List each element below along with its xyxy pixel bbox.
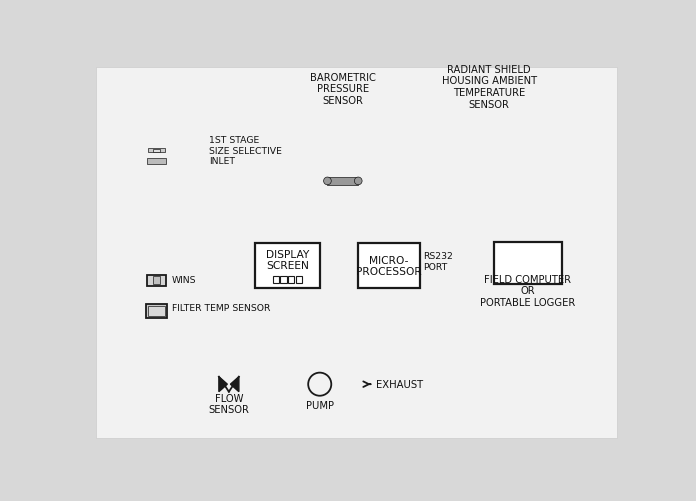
Text: PUMP: PUMP <box>306 400 334 410</box>
Bar <box>148 306 165 317</box>
Text: 1ST STAGE
SIZE SELECTIVE
INLET: 1ST STAGE SIZE SELECTIVE INLET <box>209 136 282 166</box>
Bar <box>148 158 166 165</box>
Text: MICRO-
PROCESSOR: MICRO- PROCESSOR <box>356 256 422 277</box>
Polygon shape <box>219 377 228 392</box>
Text: RADIANT SHIELD
HOUSING AMBIENT
TEMPERATURE
SENSOR: RADIANT SHIELD HOUSING AMBIENT TEMPERATU… <box>441 65 537 109</box>
Bar <box>327 178 358 185</box>
Text: DISPLAY
SCREEN: DISPLAY SCREEN <box>266 249 309 271</box>
Bar <box>296 277 302 283</box>
Text: RS232
PORT: RS232 PORT <box>423 252 453 271</box>
Bar <box>358 244 420 289</box>
Bar <box>148 148 165 153</box>
Bar <box>255 244 320 289</box>
Bar <box>273 277 279 283</box>
Text: WINS: WINS <box>172 276 196 285</box>
Text: FIELD COMPUTER
OR
PORTABLE LOGGER: FIELD COMPUTER OR PORTABLE LOGGER <box>480 274 576 307</box>
Ellipse shape <box>324 178 331 185</box>
Text: BAROMETRIC
PRESSURE
SENSOR: BAROMETRIC PRESSURE SENSOR <box>310 73 376 106</box>
Text: EXHAUST: EXHAUST <box>376 379 423 389</box>
Bar <box>493 242 562 285</box>
Bar <box>280 277 287 283</box>
Polygon shape <box>230 377 239 392</box>
Bar <box>153 149 159 152</box>
Text: FLOW
SENSOR: FLOW SENSOR <box>208 393 249 414</box>
Bar <box>153 277 159 285</box>
Text: FILTER TEMP SENSOR: FILTER TEMP SENSOR <box>172 304 270 313</box>
Bar <box>148 275 166 286</box>
Bar <box>146 305 166 318</box>
Ellipse shape <box>354 178 362 185</box>
Bar <box>288 277 294 283</box>
